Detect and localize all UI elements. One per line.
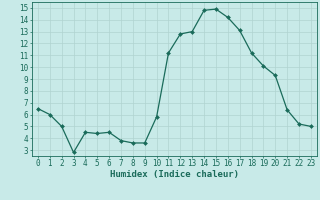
X-axis label: Humidex (Indice chaleur): Humidex (Indice chaleur) [110, 170, 239, 179]
